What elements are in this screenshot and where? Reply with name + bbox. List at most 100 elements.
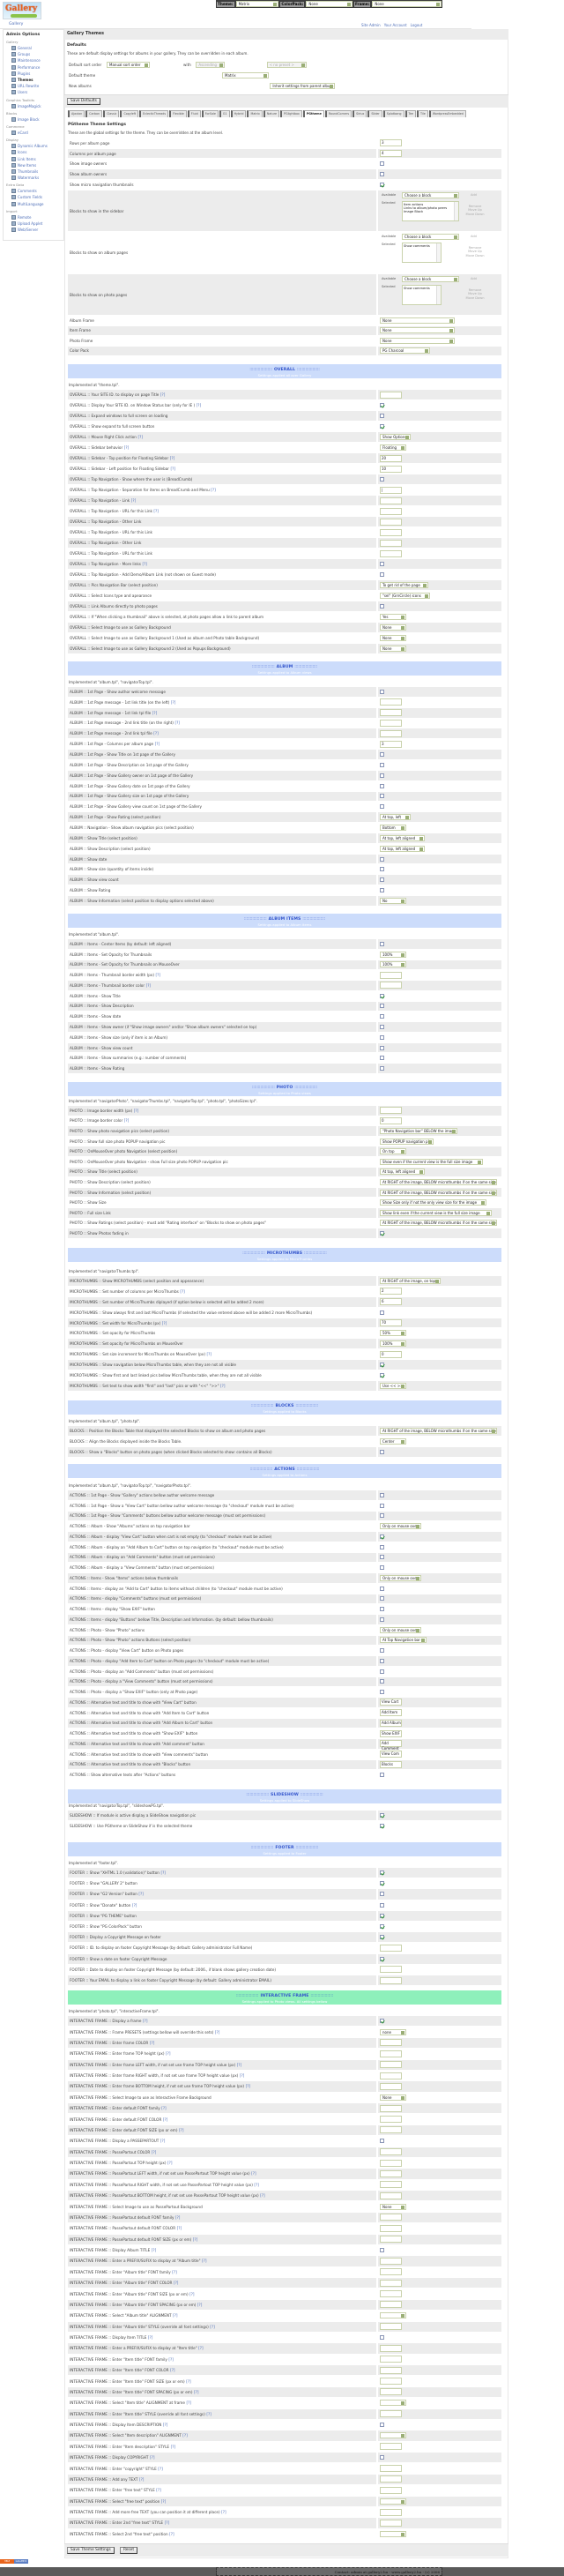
- text-input[interactable]: [380, 2181, 402, 2189]
- reset-button[interactable]: Reset: [120, 2547, 138, 2554]
- checkbox[interactable]: [380, 2455, 384, 2460]
- select-dropdown[interactable]: None: [380, 646, 406, 652]
- help-link[interactable]: [?]: [173, 2313, 178, 2318]
- help-link[interactable]: [?]: [174, 2214, 181, 2220]
- help-link[interactable]: [?]: [210, 2324, 215, 2329]
- site-admin-link[interactable]: Site Admin: [361, 23, 381, 27]
- text-input[interactable]: [380, 2465, 402, 2473]
- text-input[interactable]: [380, 709, 402, 717]
- select-dropdown[interactable]: Bottom: [380, 824, 406, 831]
- checkbox[interactable]: [380, 794, 384, 799]
- help-link[interactable]: [?]: [123, 1118, 130, 1124]
- text-input[interactable]: [380, 2475, 402, 2483]
- checkbox[interactable]: [380, 1648, 384, 1654]
- checkbox[interactable]: [380, 1956, 384, 1961]
- text-input[interactable]: [380, 1966, 402, 1974]
- help-link[interactable]: [?]: [168, 2356, 174, 2362]
- sidebar-item-link-items[interactable]: Link Items: [6, 155, 61, 161]
- checkbox[interactable]: [380, 1586, 384, 1591]
- your-account-link[interactable]: Your Account: [383, 23, 407, 27]
- help-link[interactable]: [?]: [221, 2510, 226, 2515]
- checkbox[interactable]: [380, 1025, 384, 1030]
- select-dropdown[interactable]: At Top Navigation bar: [380, 1637, 427, 1644]
- text-input[interactable]: [380, 2061, 402, 2069]
- text-input[interactable]: [380, 2072, 402, 2079]
- select-dropdown[interactable]: None: [380, 327, 455, 334]
- text-input[interactable]: [380, 982, 402, 989]
- checkbox[interactable]: [380, 2139, 384, 2144]
- help-link[interactable]: [?]: [152, 710, 158, 715]
- tab-siriux[interactable]: Siriux: [352, 110, 367, 117]
- help-link[interactable]: [?]: [137, 435, 143, 439]
- tab-copyleft[interactable]: Copyleft: [120, 110, 139, 117]
- select-dropdown[interactable]: Only on mouse over: [380, 1523, 421, 1530]
- help-link[interactable]: [?]: [153, 731, 159, 736]
- text-input[interactable]: [380, 518, 402, 526]
- sidebar-item-plugins[interactable]: Plugins: [6, 71, 61, 77]
- checkbox[interactable]: [380, 1935, 384, 1940]
- sidebar-item-dynamic-albums[interactable]: Dynamic Albums: [6, 143, 61, 149]
- help-link[interactable]: [?]: [220, 1383, 226, 1388]
- selected-block-item[interactable]: Image Block: [404, 210, 424, 214]
- checkbox[interactable]: [380, 1066, 384, 1071]
- text-input[interactable]: 20: [380, 454, 402, 462]
- select-dropdown[interactable]: [380, 2312, 406, 2319]
- text-input[interactable]: [380, 2039, 402, 2047]
- tab-fluid[interactable]: Fluid: [187, 110, 201, 117]
- tab-nature[interactable]: Nature: [263, 110, 280, 117]
- select-dropdown[interactable]: At top, left aligned: [380, 834, 425, 841]
- text-input[interactable]: [380, 507, 402, 515]
- sidebar-item-web-server[interactable]: Web/Server: [6, 227, 61, 233]
- checkbox[interactable]: [380, 1513, 384, 1519]
- tab-g1[interactable]: G1: [219, 110, 230, 117]
- text-input[interactable]: 3: [380, 740, 402, 748]
- sidebar-item-ecard[interactable]: eCard: [6, 130, 61, 136]
- help-link[interactable]: [?]: [186, 2378, 191, 2384]
- checkbox[interactable]: [380, 2248, 384, 2253]
- text-input[interactable]: [380, 2279, 402, 2287]
- checkbox[interactable]: [380, 1503, 384, 1508]
- help-link[interactable]: [?]: [130, 498, 137, 503]
- text-input[interactable]: [380, 2191, 402, 2199]
- text-input[interactable]: [380, 719, 402, 727]
- select-dropdown[interactable]: None: [380, 337, 455, 344]
- checkbox[interactable]: [380, 403, 384, 407]
- text-input[interactable]: [380, 2159, 402, 2167]
- select-dropdown[interactable]: [380, 2498, 406, 2505]
- checkbox[interactable]: [380, 689, 384, 694]
- text-input[interactable]: |: [380, 486, 402, 494]
- help-link[interactable]: [?]: [156, 2488, 161, 2493]
- select-dropdown[interactable]: At RIGHT of the image, BELOW microthumbs…: [380, 1178, 497, 1185]
- text-input[interactable]: [380, 971, 402, 979]
- checkbox[interactable]: [380, 762, 384, 767]
- select-dropdown[interactable]: None: [380, 624, 406, 631]
- text-input[interactable]: [380, 539, 402, 547]
- select-dropdown[interactable]: [380, 2400, 406, 2407]
- help-link[interactable]: [?]: [197, 2302, 203, 2307]
- checkbox[interactable]: [380, 2423, 384, 2428]
- checkbox[interactable]: [380, 477, 384, 482]
- preset-select[interactable]: < no preset >: [266, 62, 307, 68]
- tab-carbon[interactable]: Carbon: [85, 110, 103, 117]
- help-link[interactable]: [?]: [147, 2335, 153, 2341]
- theme-select[interactable]: Matrix: [235, 1, 279, 7]
- select-dropdown[interactable]: Show Size only if not the only view size…: [380, 1199, 486, 1206]
- checkbox[interactable]: [380, 856, 384, 862]
- save-theme-settings-button[interactable]: Save Theme Settings: [67, 2547, 115, 2554]
- help-link[interactable]: [?]: [164, 2520, 170, 2526]
- text-input[interactable]: [380, 2104, 402, 2112]
- select-dropdown[interactable]: 50%: [380, 1330, 406, 1337]
- select-dropdown[interactable]: Show even if the current view is the ful…: [380, 1158, 483, 1165]
- tab-roundcorners[interactable]: RoundCorners: [324, 110, 352, 117]
- help-link[interactable]: [?]: [133, 1108, 139, 1113]
- select-dropdown[interactable]: 100%: [380, 961, 406, 968]
- select-dropdown[interactable]: None: [380, 317, 455, 324]
- selected-blocks-list[interactable]: Show comments: [402, 243, 442, 263]
- checkbox[interactable]: [380, 783, 384, 788]
- checkbox[interactable]: [380, 773, 384, 778]
- choose-block-select[interactable]: Choose a block: [402, 276, 459, 282]
- sort-direction-select[interactable]: Ascending: [196, 62, 226, 68]
- selected-block-item[interactable]: Show comments: [404, 287, 430, 290]
- tab-wordpressembedded[interactable]: WordpressEmbedded: [428, 110, 466, 117]
- text-input[interactable]: 10: [380, 465, 402, 473]
